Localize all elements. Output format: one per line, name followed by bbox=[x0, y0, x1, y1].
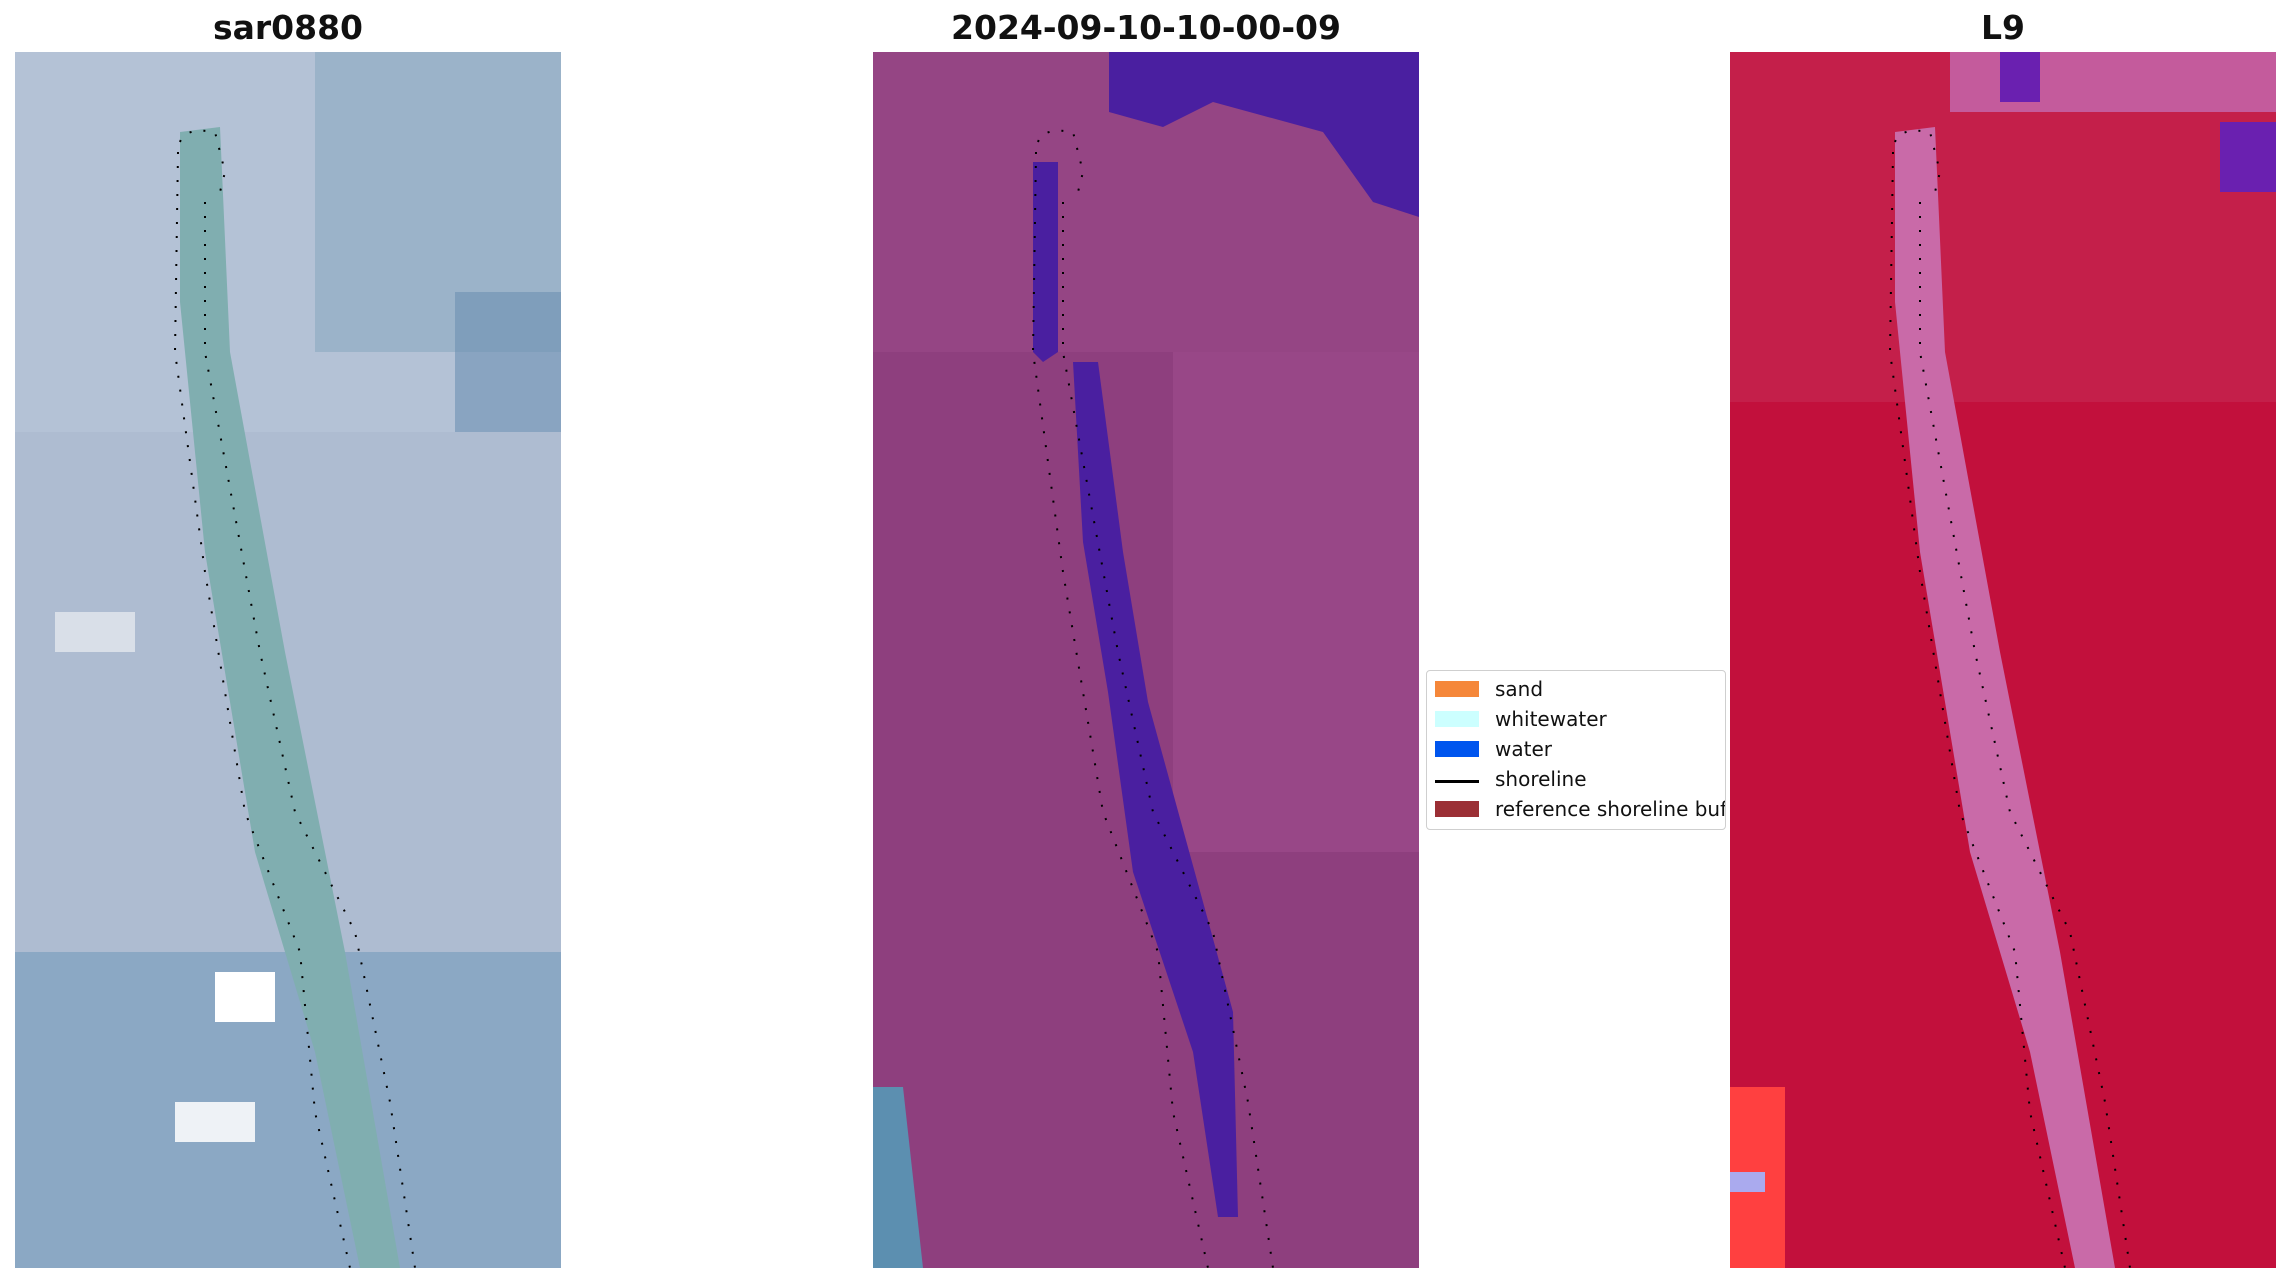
water-swatch bbox=[1435, 741, 1479, 757]
index-image bbox=[1730, 52, 2276, 1268]
index-image-panel bbox=[1730, 52, 2276, 1268]
classified-image bbox=[873, 52, 1419, 1268]
whitewater-swatch bbox=[1435, 711, 1479, 727]
rgb-image-panel bbox=[15, 52, 561, 1268]
legend-label-sand: sand bbox=[1495, 677, 1544, 701]
panel-title-rgb: sar0880 bbox=[212, 8, 364, 47]
panel-title-index: L9 bbox=[1981, 8, 2025, 47]
legend: sand whitewater water shoreline referenc… bbox=[1426, 670, 1726, 830]
shoreline-swatch bbox=[1435, 780, 1479, 783]
legend-label-shoreline: shoreline bbox=[1495, 767, 1587, 791]
legend-label-reference-buffer: reference shoreline buffer bbox=[1495, 797, 1726, 821]
legend-label-whitewater: whitewater bbox=[1495, 707, 1607, 731]
classified-image-panel bbox=[873, 52, 1419, 1268]
rgb-image bbox=[15, 52, 561, 1268]
sand-swatch bbox=[1435, 681, 1479, 697]
legend-label-water: water bbox=[1495, 737, 1552, 761]
reference-buffer-swatch bbox=[1435, 801, 1479, 817]
panel-title-date: 2024-09-10-10-00-09 bbox=[951, 8, 1341, 47]
